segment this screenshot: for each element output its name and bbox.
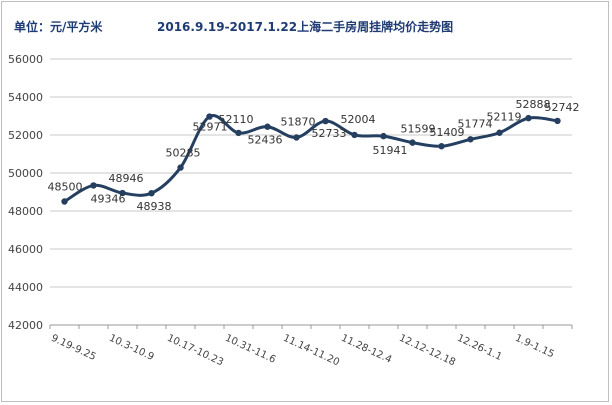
data-point bbox=[438, 143, 445, 150]
data-label: 51774 bbox=[458, 117, 493, 130]
y-tick-label: 56000 bbox=[8, 53, 43, 66]
data-label: 51941 bbox=[373, 144, 408, 157]
x-tick-label: 1.9-1.15 bbox=[513, 333, 556, 361]
x-tick-label: 9.19-9.25 bbox=[49, 333, 97, 363]
data-point bbox=[554, 117, 561, 125]
data-point bbox=[351, 131, 358, 139]
data-label: 52004 bbox=[341, 113, 376, 126]
x-tick-label: 11.28-12.4 bbox=[339, 333, 393, 366]
data-label: 52888 bbox=[516, 98, 551, 111]
data-point bbox=[264, 123, 271, 130]
data-point bbox=[525, 114, 532, 122]
data-label: 51409 bbox=[430, 126, 465, 139]
data-label: 48946 bbox=[109, 172, 144, 185]
data-label: 51599 bbox=[401, 123, 436, 136]
data-label: 48938 bbox=[137, 200, 172, 213]
data-label: 49346 bbox=[91, 192, 126, 205]
data-point bbox=[61, 198, 68, 205]
data-point bbox=[293, 134, 300, 141]
x-tick-label: 10.3-10.9 bbox=[107, 333, 155, 363]
y-tick-label: 46000 bbox=[8, 243, 43, 256]
chart-title: 2016.9.19-2017.1.22上海二手房周挂牌均价走势图 bbox=[157, 20, 454, 34]
y-tick-label: 44000 bbox=[8, 281, 43, 294]
data-point bbox=[235, 129, 242, 137]
data-point bbox=[467, 136, 474, 143]
data-label: 52119 bbox=[487, 111, 522, 124]
x-tick-label: 10.17-10.23 bbox=[165, 333, 225, 369]
y-tick-label: 42000 bbox=[8, 319, 43, 332]
data-label: 52742 bbox=[545, 101, 580, 114]
data-label: 50285 bbox=[166, 147, 201, 160]
data-point bbox=[409, 139, 416, 146]
data-label: 52110 bbox=[219, 113, 254, 126]
data-point bbox=[148, 189, 155, 197]
y-tick-label: 52000 bbox=[8, 129, 43, 142]
x-tick-label: 10.31-11.6 bbox=[223, 333, 277, 366]
data-label: 52971 bbox=[193, 121, 228, 134]
data-label: 52733 bbox=[312, 127, 347, 140]
data-label: 48500 bbox=[48, 181, 83, 194]
data-label: 51870 bbox=[281, 115, 316, 128]
data-point bbox=[177, 164, 184, 171]
data-point bbox=[380, 132, 387, 140]
data-point bbox=[496, 129, 503, 136]
data-point bbox=[90, 182, 97, 189]
data-point bbox=[119, 189, 126, 197]
data-point bbox=[206, 113, 213, 120]
x-tick-label: 12.12-12.18 bbox=[397, 333, 457, 369]
data-label: 52436 bbox=[248, 134, 283, 147]
data-point bbox=[322, 117, 329, 125]
x-tick-label: 12.26-1.1 bbox=[455, 333, 503, 363]
y-tick-label: 50000 bbox=[8, 167, 43, 180]
x-tick-label: 11.14-11.20 bbox=[281, 333, 341, 369]
y-unit-label: 单位：元/平方米 bbox=[14, 20, 103, 34]
y-tick-label: 48000 bbox=[8, 205, 43, 218]
y-tick-label: 54000 bbox=[8, 91, 43, 104]
